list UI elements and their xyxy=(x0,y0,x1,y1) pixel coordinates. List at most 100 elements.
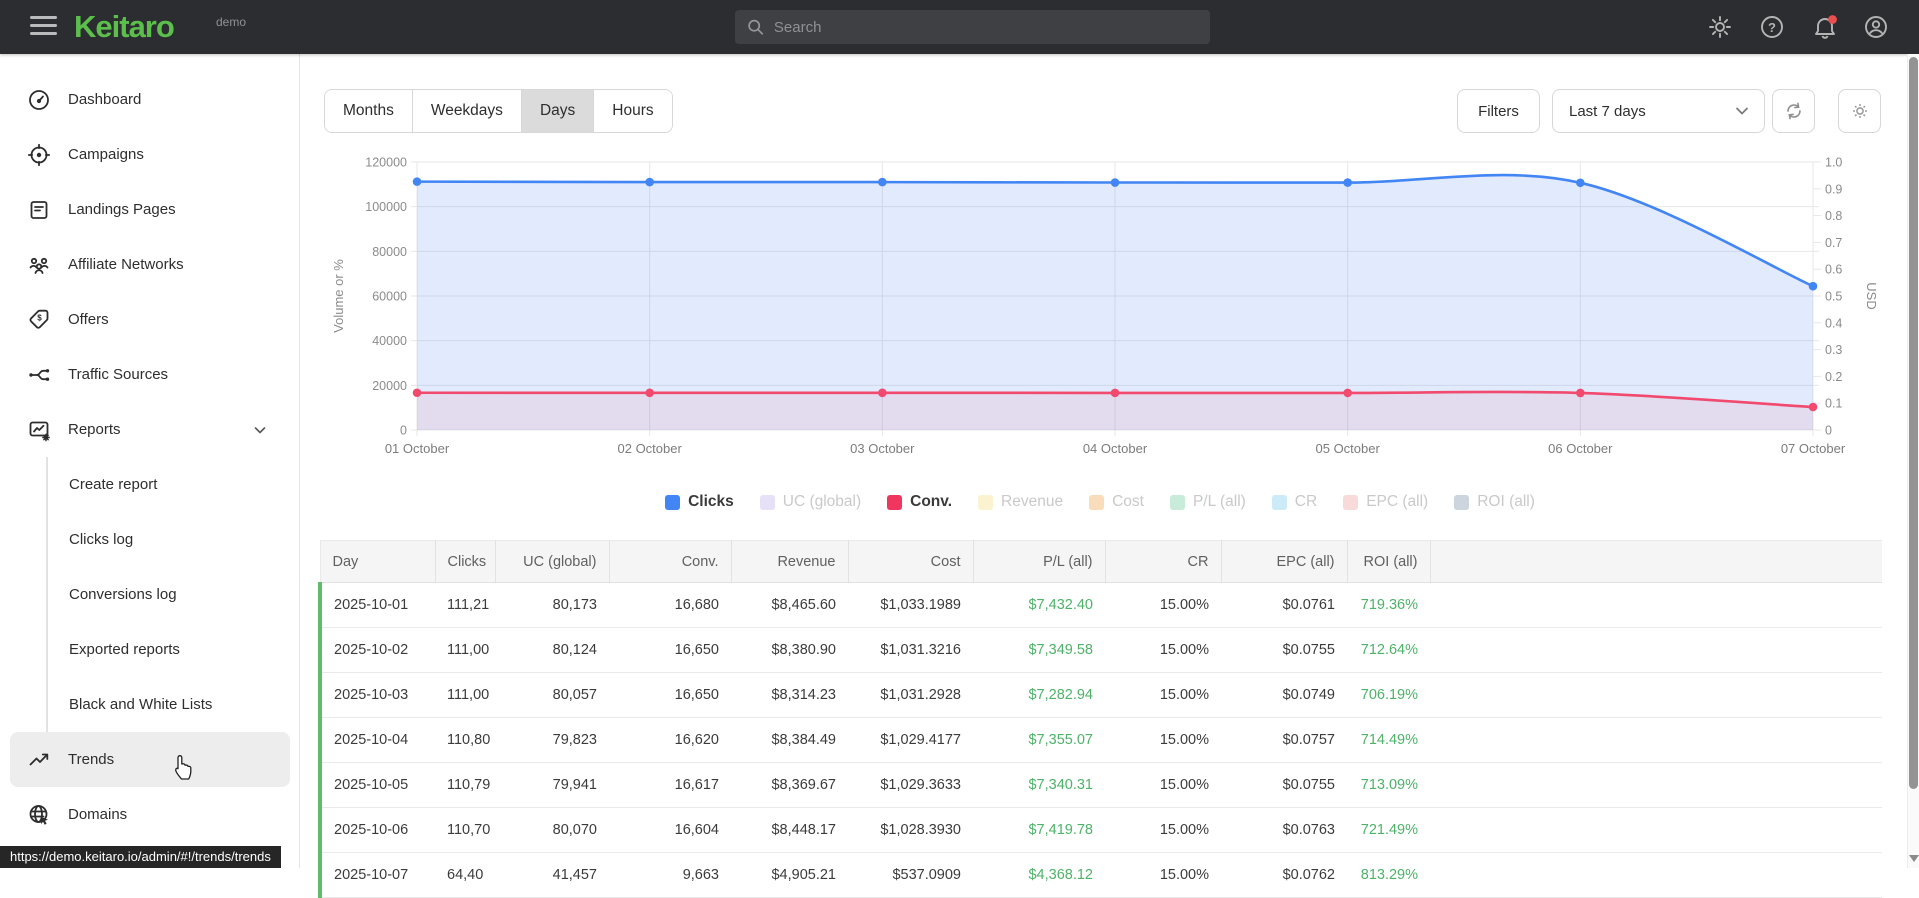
sidebar-item-campaigns[interactable]: Campaigns xyxy=(0,127,300,182)
notifications-icon[interactable] xyxy=(1811,14,1837,40)
sidebar-item-traffic-sources[interactable]: Traffic Sources xyxy=(0,347,300,402)
column-header[interactable]: Cost xyxy=(848,541,973,583)
legend-swatch xyxy=(978,495,993,510)
people-icon xyxy=(27,253,51,277)
column-header[interactable]: Day xyxy=(320,541,435,583)
table-cell: 80,057 xyxy=(495,673,609,718)
table-cell: 712.64% xyxy=(1347,628,1430,673)
sidebar-subitem-clicks-log[interactable]: Clicks log xyxy=(48,512,300,567)
app-logo: Keitaro xyxy=(74,9,174,45)
column-header[interactable]: Clicks xyxy=(435,541,495,583)
tab-weekdays[interactable]: Weekdays xyxy=(413,90,522,132)
tab-hours[interactable]: Hours xyxy=(594,90,671,132)
table-cell: $537.0909 xyxy=(848,853,973,898)
filters-button[interactable]: Filters xyxy=(1457,89,1540,133)
table-cell: $8,465.60 xyxy=(731,583,848,628)
page-scrollbar[interactable] xyxy=(1907,54,1919,868)
legend-item-roi-all-[interactable]: ROI (all) xyxy=(1454,493,1535,511)
tab-days[interactable]: Days xyxy=(522,90,594,132)
legend-item-cost[interactable]: Cost xyxy=(1089,493,1144,511)
svg-text:80000: 80000 xyxy=(372,245,407,259)
globe-icon xyxy=(27,803,51,827)
svg-text:0.7: 0.7 xyxy=(1825,236,1842,250)
legend-item-uc-global-[interactable]: UC (global) xyxy=(760,493,861,511)
legend-swatch xyxy=(887,495,902,510)
table-cell: 713.09% xyxy=(1347,763,1430,808)
settings-icon[interactable] xyxy=(1707,14,1733,40)
table-cell: $1,028.3930 xyxy=(848,808,973,853)
notification-dot xyxy=(1828,15,1837,24)
legend-item-revenue[interactable]: Revenue xyxy=(978,493,1063,511)
svg-text:05 October: 05 October xyxy=(1316,441,1381,456)
table-cell: $0.0763 xyxy=(1221,808,1347,853)
sidebar-subitem-exported-reports[interactable]: Exported reports xyxy=(48,622,300,677)
table-cell: $1,033.1989 xyxy=(848,583,973,628)
table-cell: 16,620 xyxy=(609,718,731,763)
legend-swatch xyxy=(1343,495,1358,510)
legend-item-cr[interactable]: CR xyxy=(1272,493,1317,511)
date-range-select[interactable]: Last 7 days xyxy=(1552,89,1765,133)
table-cell: $7,340.31 xyxy=(973,763,1105,808)
svg-text:100000: 100000 xyxy=(365,200,407,214)
svg-text:0.6: 0.6 xyxy=(1825,263,1842,277)
legend-label: Revenue xyxy=(1001,493,1063,511)
account-icon[interactable] xyxy=(1863,14,1889,40)
column-header[interactable]: Revenue xyxy=(731,541,848,583)
tab-months[interactable]: Months xyxy=(325,90,413,132)
sidebar-subitem-create-report[interactable]: Create report xyxy=(48,457,300,512)
table-cell: 111,21 xyxy=(435,583,495,628)
table-cell: $7,419.78 xyxy=(973,808,1105,853)
svg-text:0.1: 0.1 xyxy=(1825,397,1842,411)
sidebar-item-affiliate-networks[interactable]: Affiliate Networks xyxy=(0,237,300,292)
sidebar-item-landings-pages[interactable]: Landings Pages xyxy=(0,182,300,237)
legend-swatch xyxy=(1272,495,1287,510)
scrollbar-thumb[interactable] xyxy=(1909,57,1918,789)
tag-icon: $ xyxy=(27,308,51,332)
legend-label: P/L (all) xyxy=(1193,493,1246,511)
table-cell-filler xyxy=(1430,718,1882,763)
legend-swatch xyxy=(1454,495,1469,510)
scrollbar-down-arrow[interactable] xyxy=(1909,855,1919,862)
sidebar-item-label: Landings Pages xyxy=(68,201,176,218)
table-cell: 9,663 xyxy=(609,853,731,898)
table-cell: 719.36% xyxy=(1347,583,1430,628)
sidebar-subitem-black-and-white-lists[interactable]: Black and White Lists xyxy=(48,677,300,732)
chart-settings-button[interactable] xyxy=(1838,89,1881,133)
column-header[interactable]: ROI (all) xyxy=(1347,541,1430,583)
sidebar-subitem-conversions-log[interactable]: Conversions log xyxy=(48,567,300,622)
column-header[interactable]: CR xyxy=(1105,541,1221,583)
legend-swatch xyxy=(1170,495,1185,510)
sidebar-item-offers[interactable]: $ Offers xyxy=(0,292,300,347)
legend-item-clicks[interactable]: Clicks xyxy=(665,493,734,511)
search-icon xyxy=(747,18,764,36)
search-box[interactable] xyxy=(735,10,1210,44)
help-icon[interactable]: ? xyxy=(1759,14,1785,40)
legend-item-epc-all-[interactable]: EPC (all) xyxy=(1343,493,1428,511)
table-cell: $7,282.94 xyxy=(973,673,1105,718)
column-header[interactable]: EPC (all) xyxy=(1221,541,1347,583)
svg-text:0.2: 0.2 xyxy=(1825,370,1842,384)
svg-text:120000: 120000 xyxy=(365,156,407,170)
column-header[interactable]: UC (global) xyxy=(495,541,609,583)
legend-label: CR xyxy=(1295,493,1317,511)
chevron-down-icon xyxy=(1734,103,1750,119)
sidebar-item-domains[interactable]: Domains xyxy=(0,787,300,842)
status-url-tooltip: https://demo.keitaro.io/admin/#!/trends/… xyxy=(0,846,281,868)
table-cell: 2025-10-02 xyxy=(320,628,435,673)
menu-icon[interactable] xyxy=(30,16,58,38)
legend-item-p-l-all-[interactable]: P/L (all) xyxy=(1170,493,1246,511)
column-header[interactable]: P/L (all) xyxy=(973,541,1105,583)
table-cell: 813.29% xyxy=(1347,853,1430,898)
table-cell: $8,314.23 xyxy=(731,673,848,718)
gauge-icon xyxy=(27,88,51,112)
sidebar-item-reports[interactable]: Reports xyxy=(0,402,300,457)
column-header[interactable]: Conv. xyxy=(609,541,731,583)
sidebar-item-trends[interactable]: Trends xyxy=(10,732,290,787)
table-cell: $4,368.12 xyxy=(973,853,1105,898)
table-cell: $0.0761 xyxy=(1221,583,1347,628)
table-cell: 15.00% xyxy=(1105,583,1221,628)
sidebar-item-dashboard[interactable]: Dashboard xyxy=(0,72,300,127)
refresh-button[interactable] xyxy=(1772,89,1815,133)
search-input[interactable] xyxy=(774,19,1198,36)
legend-item-conv-[interactable]: Conv. xyxy=(887,493,952,511)
